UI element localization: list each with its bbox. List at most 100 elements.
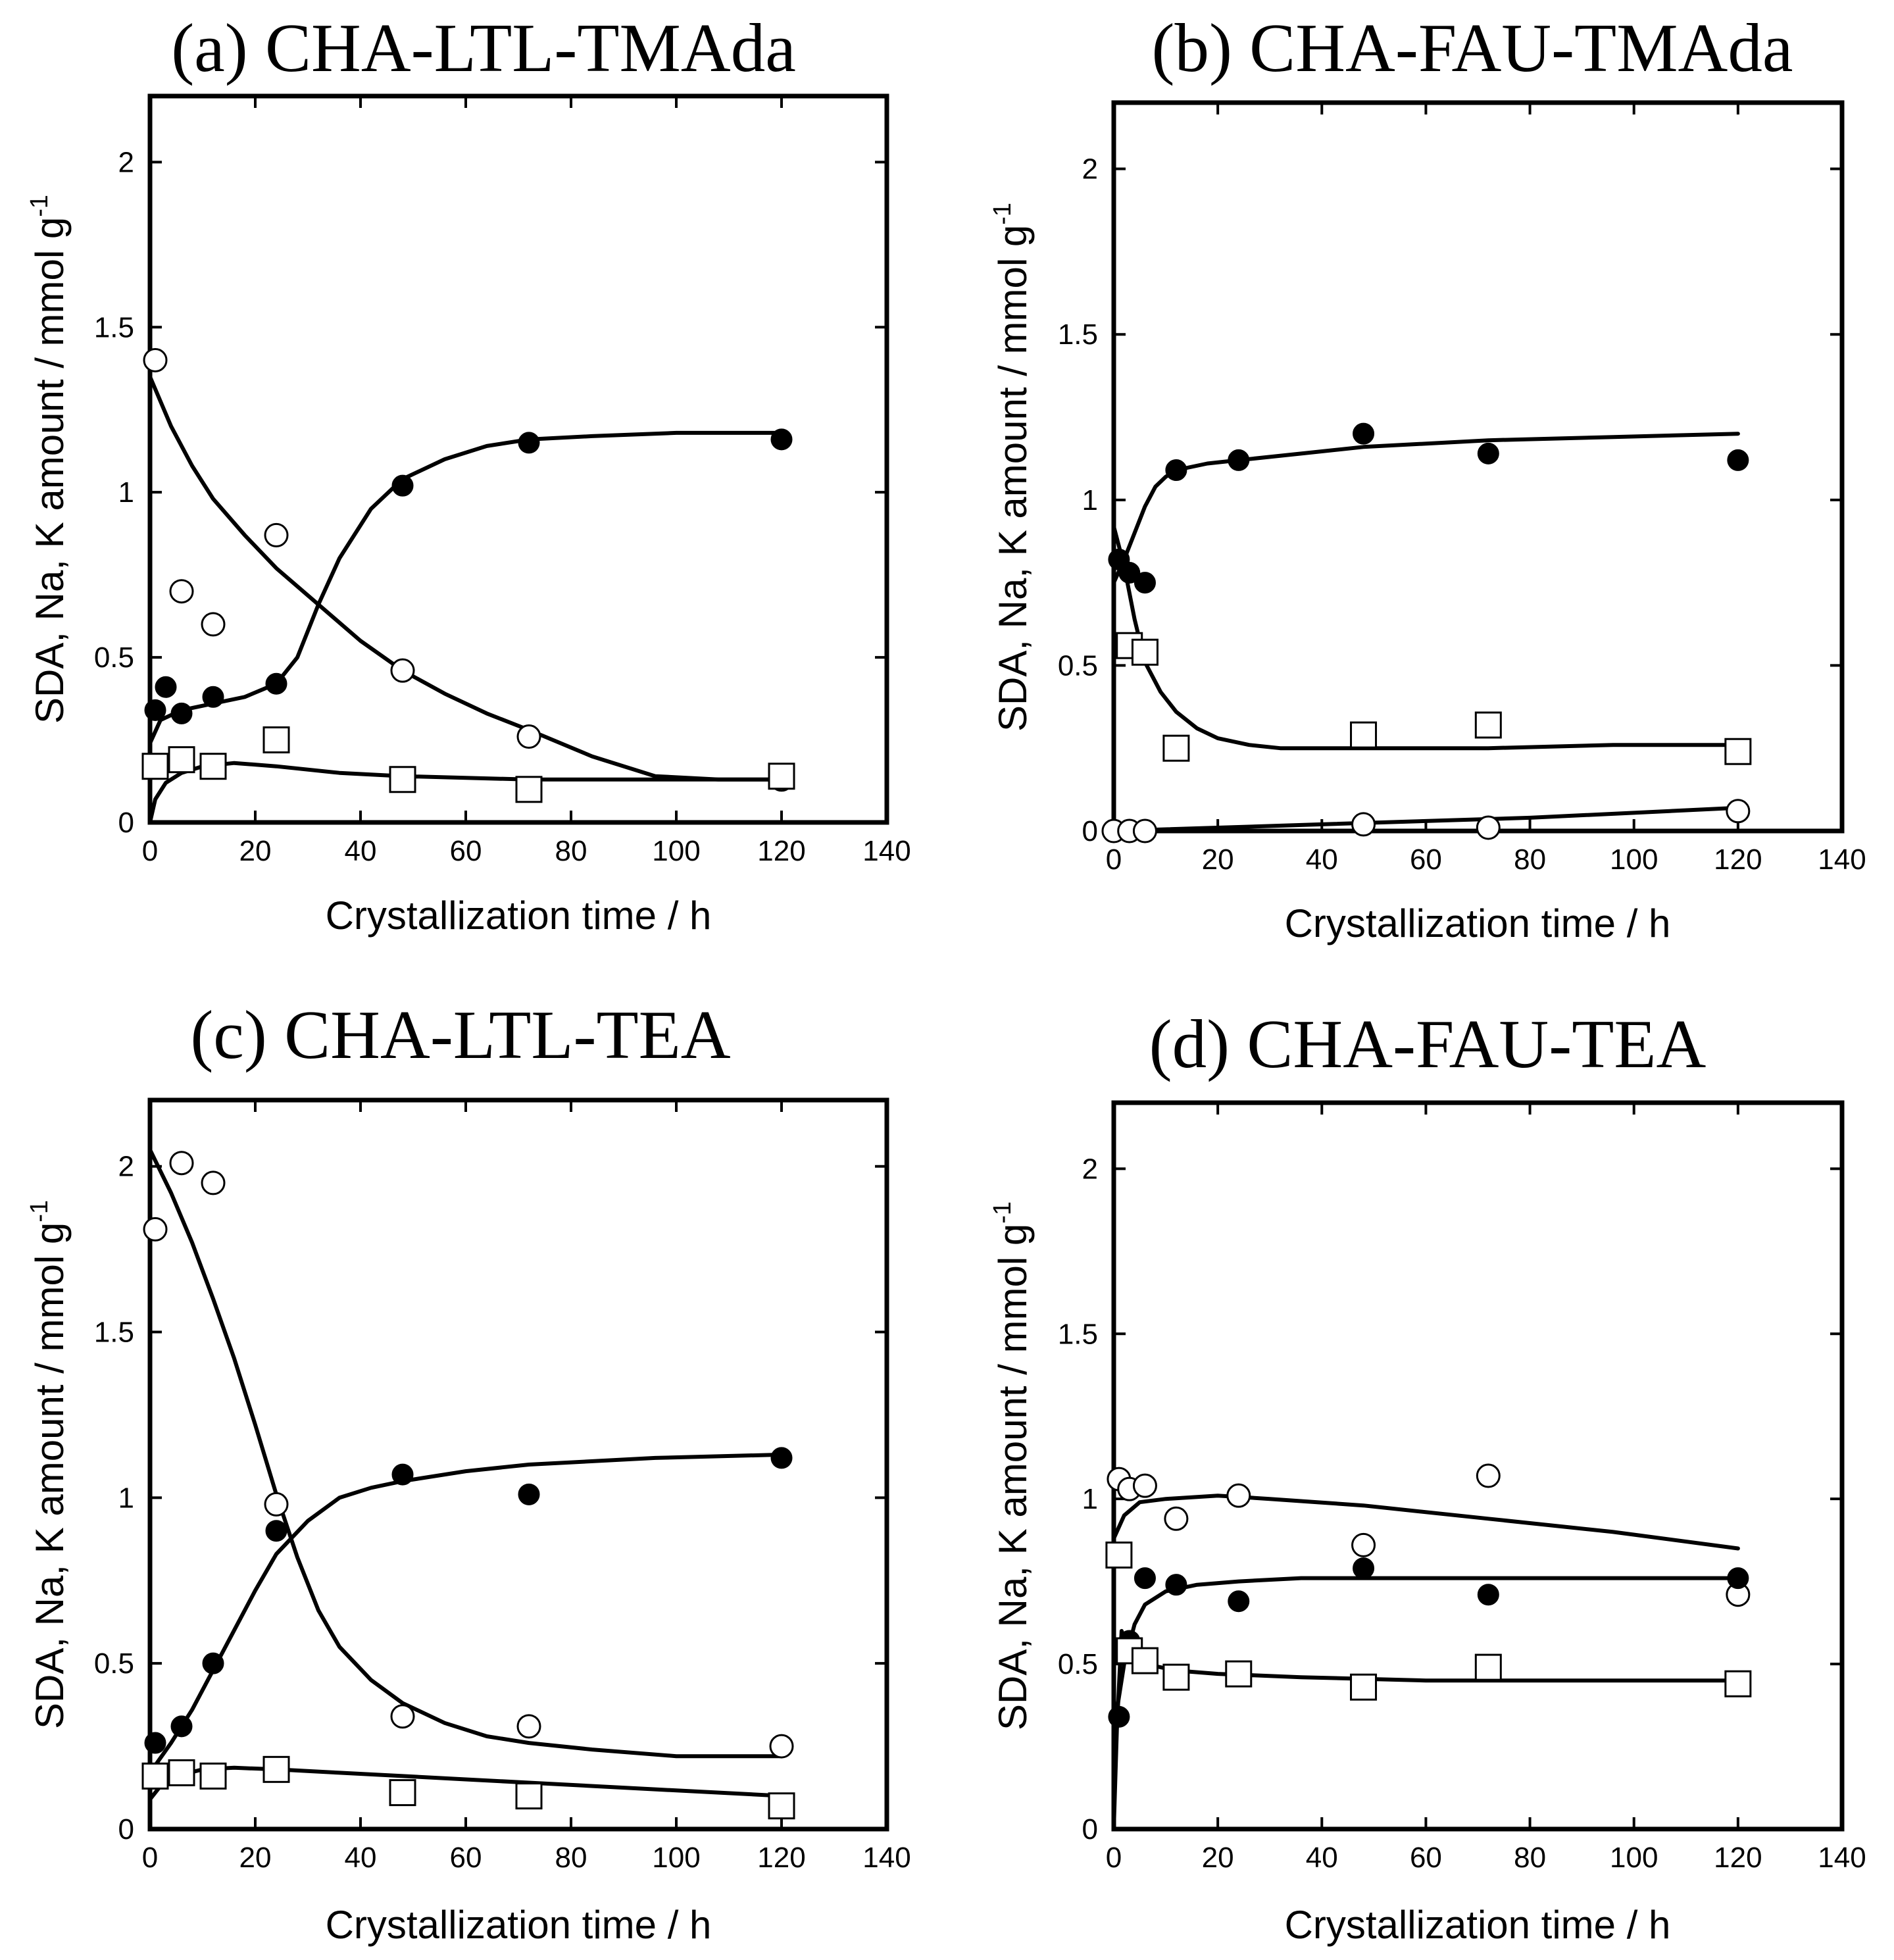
marker-filled-circle-c-1	[170, 1715, 193, 1738]
marker-open-square-a-6	[768, 763, 795, 790]
plot-frame-a	[147, 93, 889, 825]
y-tick-label-c-0: 0	[118, 1813, 134, 1846]
panel-a: (a) CHA-LTL-TMAda 0 20 40 60 80 100 120 140 0 0.5…	[26, 9, 911, 938]
marker-open-circle-a-5	[516, 724, 541, 749]
x-tick-label-a-4: 80	[555, 835, 587, 867]
x-tick-label-d-6: 120	[1714, 1842, 1762, 1874]
y-tick-label-a-3: 1.5	[94, 311, 134, 343]
y-axis-label-c: SDA, Na, K amount / mmol g-1	[26, 1200, 72, 1729]
marker-open-circle-d-4	[1226, 1483, 1251, 1508]
marker-filled-circle-b-6	[1477, 442, 1499, 465]
plot-frame-c	[147, 1097, 889, 1832]
x-tick-label-c-2: 40	[345, 1842, 377, 1874]
x-tick-label-d-4: 80	[1514, 1842, 1546, 1874]
marker-open-circle-a-1	[169, 579, 194, 604]
x-tick-label-d-1: 20	[1202, 1842, 1234, 1874]
y-tick-label-a-0: 0	[118, 807, 134, 839]
x-axis-label-a: Crystallization time / h	[326, 893, 712, 938]
marker-open-square-c-5	[515, 1782, 543, 1810]
x-tick-label-c-3: 60	[450, 1842, 482, 1874]
y-axis-label-b: SDA, Na, K amount / mmol g-1	[989, 203, 1035, 732]
marker-open-square-a-4	[389, 766, 416, 793]
y-axis-label-sup-a: -1	[26, 195, 53, 217]
marker-filled-circle-d-0	[1108, 1705, 1130, 1728]
marker-open-square-c-6	[768, 1792, 795, 1820]
y-tick-label-b-3: 1.5	[1058, 318, 1098, 351]
plot-area-c: 0 20 40 60 80 100 120 140 0 0.5 1 1.5 2	[94, 1097, 911, 1874]
marker-open-circle-c-4	[390, 1704, 415, 1729]
marker-open-square-a-2	[199, 753, 227, 780]
plot-area-a: 0 20 40 60 80 100 120 140 0 0.5 1 1.5 2	[94, 93, 911, 867]
marker-open-circle-c-1	[169, 1151, 194, 1176]
marker-filled-circle-a-2	[170, 702, 193, 724]
y-tick-label-b-2: 1	[1082, 484, 1098, 516]
x-tick-label-c-5: 100	[652, 1842, 700, 1874]
marker-filled-circle-d-3	[1165, 1574, 1187, 1596]
y-axis-label-text-c: SDA, Na, K amount / mmol g	[28, 1222, 72, 1729]
marker-filled-circle-b-7	[1727, 449, 1749, 471]
fit-line-b-filled-circle	[1112, 432, 1740, 585]
x-tick-label-a-0: 0	[142, 835, 158, 867]
marker-filled-circle-a-0	[144, 699, 166, 721]
marker-open-circle-c-3	[264, 1492, 289, 1517]
marker-filled-circle-d-7	[1727, 1567, 1749, 1590]
marker-filled-circle-b-3	[1165, 459, 1187, 482]
marker-open-square-d-4	[1225, 1660, 1253, 1688]
marker-open-square-a-1	[168, 746, 195, 774]
x-tick-label-b-7: 140	[1818, 843, 1866, 876]
y-tick-label-a-2: 1	[118, 476, 134, 509]
x-tick-label-c-1: 20	[239, 1842, 272, 1874]
panel-title-b: (b) CHA-FAU-TMAda	[1152, 9, 1793, 86]
y-axis-label-text-b: SDA, Na, K amount / mmol g	[991, 225, 1035, 732]
marker-open-square-d-6	[1474, 1653, 1502, 1681]
x-tick-label-b-0: 0	[1106, 843, 1122, 876]
x-tick-label-d-2: 40	[1306, 1842, 1338, 1874]
marker-filled-circle-c-5	[518, 1483, 540, 1505]
marker-filled-circle-a-3	[202, 686, 224, 708]
marker-filled-circle-b-4	[1228, 449, 1250, 471]
marker-filled-circle-c-4	[391, 1463, 414, 1486]
x-tick-label-b-2: 40	[1306, 843, 1338, 876]
marker-open-square-b-2	[1162, 734, 1190, 762]
x-tick-label-b-4: 80	[1514, 843, 1546, 876]
y-tick-label-a-4: 2	[118, 146, 134, 178]
marker-open-square-b-5	[1724, 738, 1752, 765]
marker-open-circle-c-2	[201, 1170, 226, 1195]
marker-filled-circle-d-4	[1228, 1590, 1250, 1613]
marker-open-circle-c-6	[769, 1734, 794, 1759]
y-tick-label-d-2: 1	[1082, 1483, 1098, 1515]
marker-open-square-a-5	[515, 776, 543, 803]
marker-filled-circle-d-2	[1134, 1567, 1156, 1590]
marker-open-circle-c-0	[143, 1217, 168, 1242]
fit-line-b-open-square	[1112, 524, 1740, 751]
marker-open-square-b-4	[1474, 711, 1502, 739]
marker-open-square-c-0	[141, 1762, 169, 1790]
marker-open-square-b-3	[1350, 721, 1378, 749]
marker-open-square-b-1	[1131, 638, 1159, 666]
y-axis-label-a: SDA, Na, K amount / mmol g-1	[26, 195, 72, 724]
y-axis-label-sup-d: -1	[989, 1201, 1016, 1224]
marker-open-circle-d-2	[1132, 1473, 1157, 1498]
x-tick-label-a-6: 120	[757, 835, 805, 867]
y-tick-label-d-3: 1.5	[1058, 1318, 1098, 1350]
x-axis-label-b: Crystallization time / h	[1285, 901, 1671, 945]
y-tick-label-d-1: 0.5	[1058, 1648, 1098, 1680]
y-tick-label-c-2: 1	[118, 1482, 134, 1514]
marker-open-square-d-3	[1162, 1663, 1190, 1691]
x-tick-label-a-7: 140	[862, 835, 910, 867]
marker-filled-circle-c-3	[265, 1520, 287, 1542]
x-tick-label-b-5: 100	[1610, 843, 1658, 876]
marker-open-circle-b-5	[1726, 799, 1751, 824]
x-tick-label-c-0: 0	[142, 1842, 158, 1874]
y-tick-label-c-1: 0.5	[94, 1647, 134, 1680]
y-axis-label-sup-c: -1	[26, 1200, 53, 1222]
panel-title-a: (a) CHA-LTL-TMAda	[171, 9, 796, 86]
x-tick-label-a-1: 20	[239, 835, 272, 867]
marker-filled-circle-d-6	[1477, 1584, 1499, 1606]
marker-open-circle-c-5	[516, 1714, 541, 1739]
x-tick-label-b-3: 60	[1410, 843, 1442, 876]
panel-title-c: (c) CHA-LTL-TEA	[190, 996, 730, 1073]
marker-open-square-c-4	[389, 1779, 416, 1807]
plot-area-d: 0 20 40 60 80 100 120 140 0 0.5 1 1.5 2	[1058, 1100, 1866, 1874]
